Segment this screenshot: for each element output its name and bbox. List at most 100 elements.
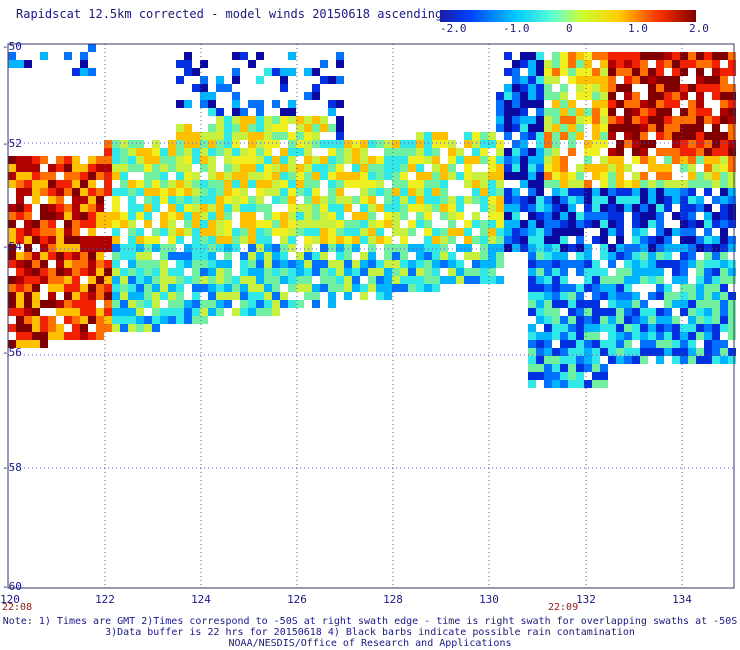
wind-cell (728, 60, 736, 68)
wind-cell (168, 212, 176, 220)
wind-cell (192, 220, 200, 228)
wind-cell (544, 196, 552, 204)
wind-cell (616, 268, 624, 276)
wind-cell (112, 292, 120, 300)
wind-cell (448, 204, 456, 212)
wind-cell (312, 68, 320, 76)
wind-cell (512, 84, 520, 92)
wind-cell (544, 140, 552, 148)
wind-cell (104, 148, 112, 156)
wind-cell (648, 260, 656, 268)
wind-cell (608, 108, 616, 116)
wind-cell (640, 60, 648, 68)
wind-cell (640, 188, 648, 196)
wind-cell (216, 244, 224, 252)
wind-cell (288, 164, 296, 172)
wind-cell (216, 260, 224, 268)
wind-cell (248, 180, 256, 188)
wind-cell (72, 300, 80, 308)
wind-cell (240, 236, 248, 244)
wind-cell (616, 340, 624, 348)
wind-cell (560, 60, 568, 68)
wind-cell (728, 308, 736, 316)
wind-cell (288, 188, 296, 196)
wind-cell (40, 332, 48, 340)
wind-cell (408, 188, 416, 196)
wind-cell (192, 180, 200, 188)
wind-cell (440, 252, 448, 260)
wind-cell (624, 260, 632, 268)
wind-cell (640, 324, 648, 332)
wind-cell (632, 140, 640, 148)
wind-cell (8, 212, 16, 220)
wind-cell (16, 308, 24, 316)
wind-cell (600, 52, 608, 60)
wind-cell (272, 116, 280, 124)
wind-cell (680, 60, 688, 68)
wind-cell (648, 100, 656, 108)
wind-cell (600, 76, 608, 84)
wind-cell (328, 140, 336, 148)
wind-cell (672, 348, 680, 356)
wind-cell (280, 172, 288, 180)
wind-cell (712, 300, 720, 308)
wind-cell (184, 252, 192, 260)
wind-cell (512, 68, 520, 76)
wind-cell (536, 172, 544, 180)
wind-cell (168, 316, 176, 324)
wind-cell (536, 372, 544, 380)
wind-cell (376, 276, 384, 284)
wind-cell (184, 60, 192, 68)
wind-cell (248, 284, 256, 292)
wind-cell (536, 164, 544, 172)
wind-cell (712, 324, 720, 332)
wind-cell (416, 276, 424, 284)
wind-cell (656, 252, 664, 260)
wind-cell (544, 340, 552, 348)
wind-cell (120, 316, 128, 324)
wind-cell (432, 244, 440, 252)
wind-cell (80, 324, 88, 332)
wind-cell (488, 188, 496, 196)
wind-cell (704, 60, 712, 68)
wind-cell (176, 212, 184, 220)
wind-cell (392, 276, 400, 284)
wind-cell (512, 156, 520, 164)
wind-cell (528, 60, 536, 68)
wind-cell (536, 60, 544, 68)
wind-cell (456, 260, 464, 268)
wind-cell (680, 108, 688, 116)
wind-cell (704, 164, 712, 172)
wind-cell (656, 204, 664, 212)
wind-cell (600, 228, 608, 236)
wind-cell (256, 196, 264, 204)
wind-cell (376, 180, 384, 188)
wind-cell (48, 236, 56, 244)
wind-cell (288, 236, 296, 244)
wind-cell (232, 204, 240, 212)
wind-cell (144, 196, 152, 204)
wind-cell (672, 156, 680, 164)
wind-cell (312, 172, 320, 180)
wind-cell (576, 332, 584, 340)
wind-cell (632, 308, 640, 316)
wind-cell (112, 148, 120, 156)
wind-cell (280, 116, 288, 124)
wind-cell (328, 236, 336, 244)
wind-cell (40, 276, 48, 284)
wind-cell (496, 188, 504, 196)
wind-cell (328, 76, 336, 84)
wind-cell (448, 212, 456, 220)
wind-cell (624, 332, 632, 340)
wind-cell (728, 196, 736, 204)
wind-cell (536, 148, 544, 156)
wind-cell (160, 164, 168, 172)
wind-cell (568, 316, 576, 324)
wind-cell (96, 156, 104, 164)
wind-cell (704, 292, 712, 300)
wind-cell (616, 332, 624, 340)
wind-cell (720, 236, 728, 244)
wind-cell (448, 156, 456, 164)
wind-cell (80, 260, 88, 268)
wind-cell (576, 52, 584, 60)
